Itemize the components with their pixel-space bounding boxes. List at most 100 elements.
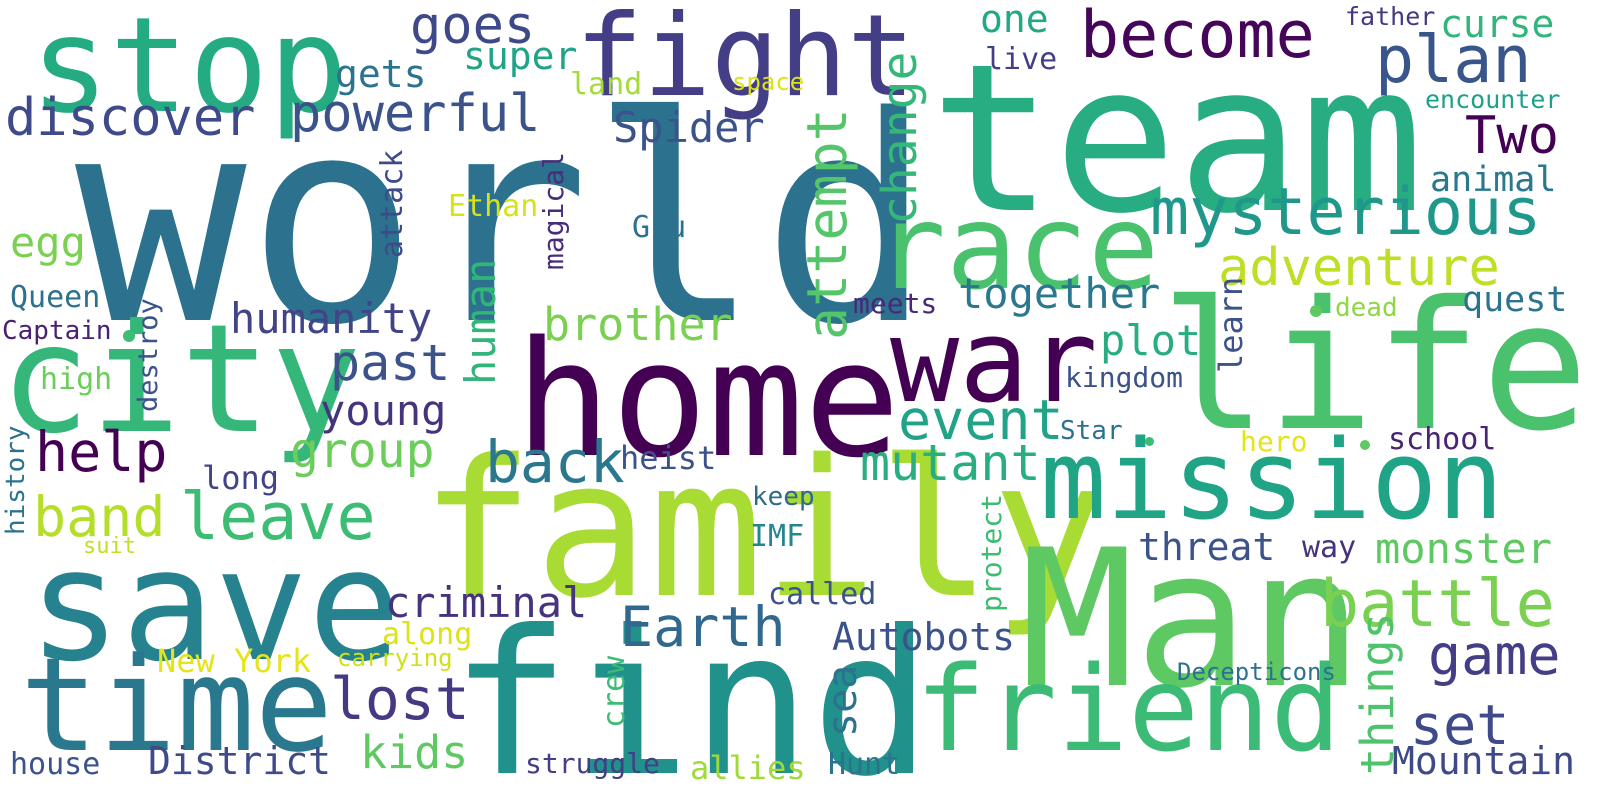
word-earth: Earth (620, 595, 786, 659)
word-imf: IMF (750, 519, 805, 554)
word-threat: threat (1138, 525, 1276, 569)
word-called: called (768, 577, 877, 612)
word-way: way (1302, 530, 1357, 565)
word-ethan: Ethan (448, 189, 539, 224)
word-curse: curse (1440, 2, 1555, 46)
word-team: team (930, 21, 1424, 259)
word-together: together (958, 269, 1161, 318)
word-attack: attack (375, 149, 410, 258)
word-change: change (872, 51, 928, 225)
word-group: group (290, 423, 435, 479)
word-gets: gets (335, 52, 427, 96)
word-high: high (40, 362, 113, 397)
decorative-dot (1310, 305, 1322, 317)
word-meets: meets (853, 287, 938, 320)
word-autobots: Autobots (832, 615, 1016, 659)
word-plan: plan (1375, 23, 1532, 98)
word-suit: suit (83, 534, 136, 559)
word-house: house (10, 747, 101, 782)
word-learn: learn (1212, 276, 1250, 373)
word-mission: mission (1040, 416, 1504, 544)
word-destroy: destroy (133, 298, 164, 412)
word-captain: Captain (2, 316, 112, 346)
word-battle: battle (1320, 567, 1555, 642)
word-young: young (320, 386, 447, 435)
word-decepticons: Decepticons (1177, 658, 1336, 686)
word-live: live (985, 42, 1058, 77)
word-powerful: powerful (290, 84, 541, 144)
word-super: super (463, 34, 578, 78)
word-stop: stop (30, 0, 348, 143)
word-queen: Queen (10, 280, 101, 315)
word-one: one (980, 0, 1049, 41)
word-sea: sea (820, 664, 866, 737)
word-past: past (330, 334, 451, 392)
word-criminal: criminal (385, 578, 588, 627)
word-event: event (898, 388, 1064, 452)
word-allies: allies (690, 749, 806, 787)
word-city: city (0, 293, 362, 467)
word-game: game (1428, 623, 1561, 687)
word-land: land (570, 67, 643, 102)
word-become: become (1080, 0, 1315, 73)
word-district: District (148, 739, 332, 783)
word-mysterious: mysterious (1150, 175, 1542, 250)
word-band: band (33, 485, 166, 549)
word-along: along (382, 617, 473, 652)
word-life: life (1160, 263, 1589, 470)
word-spider: Spider (613, 103, 765, 152)
word-monster: monster (1375, 524, 1553, 573)
word-space: space (732, 68, 805, 96)
word-help: help (35, 420, 168, 484)
word-kingdom: kingdom (1065, 361, 1184, 394)
word-star: Star (1060, 416, 1123, 446)
word-father: father (1345, 2, 1436, 31)
word-quest: quest (1462, 280, 1568, 320)
word-kids: kids (360, 726, 469, 779)
word-leave: leave (180, 480, 376, 555)
word-save: save (28, 515, 402, 696)
word-attempt: attempt (795, 108, 859, 340)
word-mutant: mutant (860, 434, 1041, 492)
word-adventure: adventure (1218, 238, 1500, 298)
word-back: back (485, 428, 625, 496)
word-find: find (450, 588, 932, 800)
word-human: human (456, 258, 505, 385)
word-goes: goes (410, 0, 536, 56)
word-lost: lost (330, 665, 470, 733)
word-animal: animal (1430, 160, 1557, 200)
word-two: Two (1465, 106, 1559, 166)
word-new-york: New York (157, 642, 312, 680)
decorative-dot (1145, 437, 1154, 446)
word-time: time (20, 629, 334, 781)
word-struggle: struggle (525, 747, 660, 780)
word-brother: brother (543, 298, 733, 351)
word-hunt: Hunt (828, 747, 901, 782)
word-protect: protect (975, 493, 1008, 612)
word-set: set (1410, 693, 1510, 757)
word-race: race (875, 178, 1160, 316)
word-long: long (202, 459, 280, 497)
word-heist: heist (620, 439, 717, 477)
word-crew: crew (597, 655, 632, 728)
word-plot: plot (1100, 316, 1202, 365)
word-humanity: humanity (230, 294, 433, 343)
word-friend: friend (915, 640, 1342, 778)
word-history: history (1, 425, 31, 535)
decorative-dot (123, 330, 135, 342)
word-magical: magical (537, 151, 570, 270)
word-man: Man (1020, 509, 1364, 730)
word-war: war (890, 295, 1098, 429)
word-hero: hero (1240, 425, 1308, 458)
word-fight: fight (575, 0, 916, 122)
word-world: world (75, 56, 933, 388)
word-encounter: encounter (1425, 85, 1561, 114)
decorative-dot (1360, 440, 1370, 450)
word-school: school (1388, 422, 1497, 457)
word-home: home (515, 306, 901, 493)
word-gru: Gru (632, 210, 687, 245)
word-discover: discover (5, 88, 256, 148)
word-carrying: carrying (337, 644, 453, 672)
word-keep: keep (752, 482, 815, 512)
